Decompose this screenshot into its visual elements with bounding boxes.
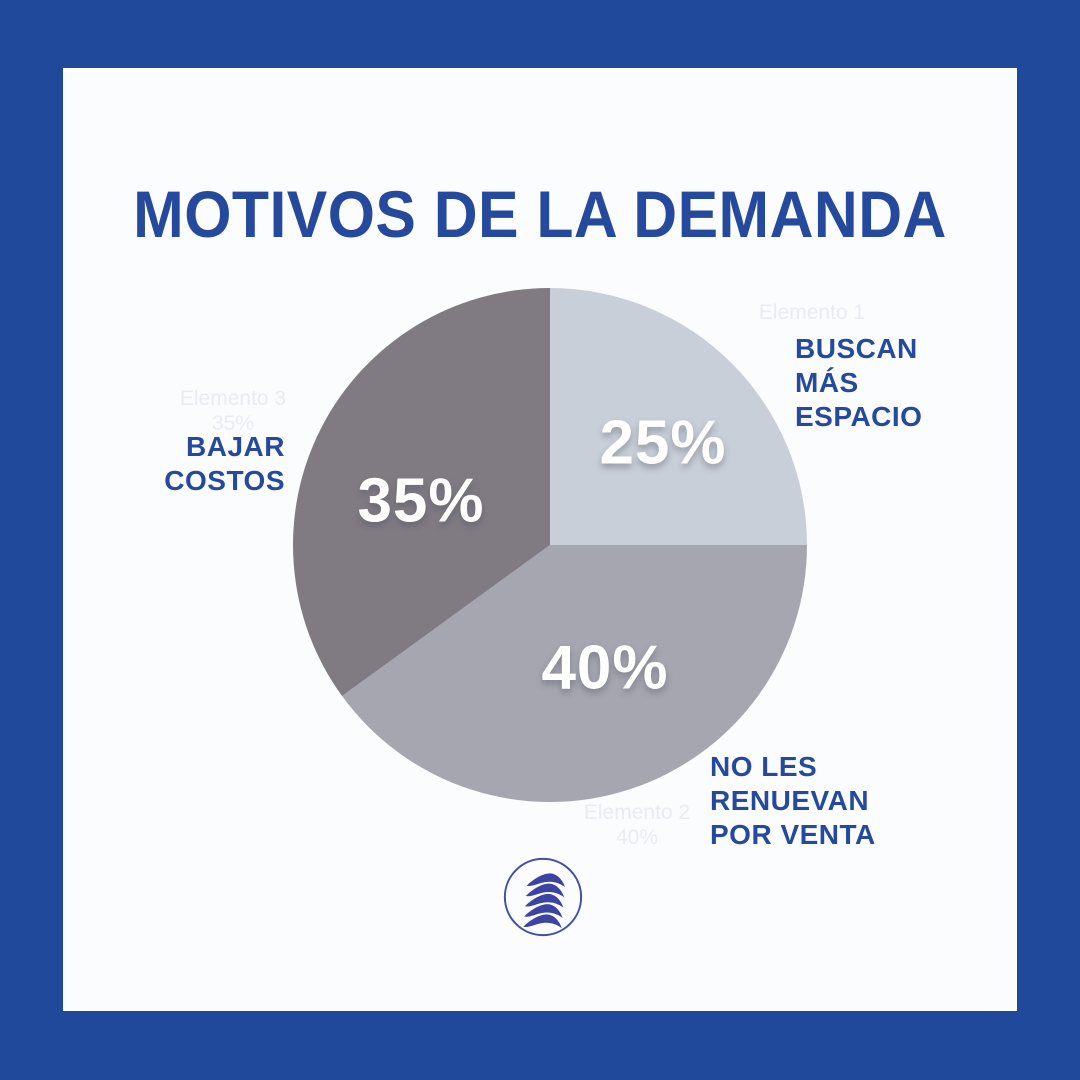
slice-percent-bajar: 35% bbox=[357, 466, 485, 536]
ghost-line: Elemento 3 bbox=[179, 387, 287, 410]
ghost-line: Elemento 2 bbox=[583, 801, 691, 824]
ghost-line: Elemento 1 bbox=[758, 301, 866, 324]
stacked-swoosh-building-icon bbox=[503, 857, 583, 937]
slice-percent-renuevan: 40% bbox=[541, 633, 669, 703]
label-line: ESPACIO bbox=[795, 401, 923, 432]
label-line: BUSCAN bbox=[795, 333, 918, 364]
label-line: POR VENTA bbox=[710, 819, 876, 850]
pie-slice bbox=[550, 288, 807, 545]
slice-label-bajar-costos: BAJAR COSTOS bbox=[85, 430, 285, 498]
slice-label-buscan-mas-espacio: BUSCAN MÁS ESPACIO bbox=[795, 332, 922, 434]
label-line: COSTOS bbox=[164, 465, 285, 496]
label-line: BAJAR bbox=[186, 431, 285, 462]
logo-swooshes bbox=[523, 873, 566, 929]
ghost-line: 35% bbox=[211, 412, 255, 435]
label-line: RENUEVAN bbox=[710, 785, 870, 816]
label-line: MÁS bbox=[795, 367, 859, 398]
ghost-label-elemento-1: Elemento 1 bbox=[759, 300, 865, 325]
ghost-line: 40% bbox=[615, 826, 659, 849]
label-line: NO LES bbox=[710, 751, 818, 782]
pie-slice bbox=[293, 288, 550, 697]
brand-logo bbox=[502, 856, 584, 938]
pie-chart bbox=[293, 288, 807, 802]
pie-slice bbox=[342, 545, 807, 802]
page-title: MOTIVOS DE LA DEMANDA bbox=[133, 177, 947, 251]
logo-ring bbox=[503, 857, 583, 937]
ghost-label-elemento-2: Elemento 2 40% bbox=[584, 800, 690, 850]
slice-label-no-les-renuevan-por-venta: NO LES RENUEVAN POR VENTA bbox=[710, 750, 876, 852]
slice-percent-buscan: 25% bbox=[599, 408, 727, 478]
ghost-label-elemento-3: Elemento 3 35% bbox=[180, 386, 286, 436]
